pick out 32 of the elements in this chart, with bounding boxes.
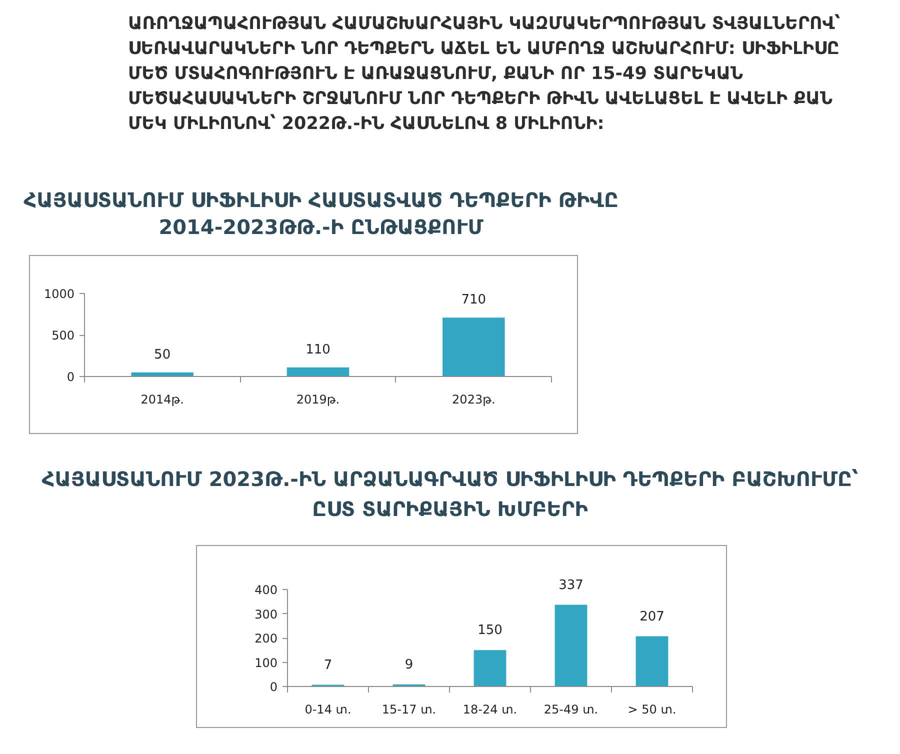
y-tick-label: 100 — [254, 656, 278, 670]
y-tick-label: 1000 — [44, 287, 75, 301]
y-tick-label: 0 — [66, 370, 75, 384]
data-label: 207 — [640, 609, 664, 624]
data-label: 150 — [478, 623, 502, 638]
y-tick-label: 200 — [254, 632, 278, 646]
x-tick-label: 2014թ. — [140, 392, 184, 406]
x-tick-label: 15-17 տ. — [382, 702, 436, 716]
text: ԱՌՈՂՋԱՊԱՀՈՒԹՅԱՆ ՀԱՄԱՇԽԱՐՀԱՅԻՆ ԿԱԶՄԱԿԵՐՊՈՒԹՅԱՆ ՏՎՅԱԼՆԵՐՈՎ՝ ՍԵՌԱՎԱՐԱԿՆԵՐԻ ՆՈՐ ԴԵՊՔԵՐՆ ԱՃԵԼ ԵՆ ԱՄԲՈՂՋ ԱՇԽԱՐՀՈՒՄ: ՍԻՖԻԼԻՍԸ ՄԵԾ ՄՏԱՀՈԳՈՒԹՅՈՒՆ Է ԱՌԱՋԱՑՆՈՒՄ, ՔԱՆԻ ՈՐ 15-49 ՏԱՐԵԿԱՆ ՄԵԾԱՀԱՍԱԿՆԵՐԻ ՇՐՋԱՆՈՒՄ ՆՈՐ ԴԵՊՔԵՐԻ ԹԻՎՆ ԱՎԵԼԱՑԵԼ Է ԱՎԵԼԻ ՔԱՆ ՄԵԿ ՄԻԼԻՈՆՈՎ՝ 2022Թ.-ԻՆ ՀԱՍՆԵԼՈՎ 8 ՄԻԼԻՈՆԻ: — [128, 13, 842, 136]
y-tick-label: 400 — [254, 583, 278, 597]
bar — [442, 318, 505, 376]
y-tick-label: 500 — [52, 328, 74, 342]
x-tick-label: > 50 տ. — [628, 702, 676, 716]
chart-title: ՀԱՅԱՍՏԱՆՈՒՄ ՍԻՖԻԼԻՍԻ ՀԱՍՏԱՏՎԱԾ ԴԵՊՔԵՐԻ ԹԻՎԸ 2014-2023ԹԹ.-Ի ԸՆԹԱՑՔՈՒՄ — [22, 187, 620, 241]
data-label: 7 — [324, 658, 332, 673]
x-tick-label: 25-49 տ. — [544, 702, 598, 716]
y-tick-label: 0 — [270, 680, 278, 694]
data-label: 337 — [558, 578, 584, 593]
x-tick-label: 2019թ. — [296, 392, 340, 406]
chart-title: ՀԱՅԱՍՏԱՆՈՒՄ 2023Թ.-ԻՆ ԱՐՁԱՆԱԳՐՎԱԾ ՍԻՖԻԼԻՍԻ ԴԵՊՔԵՐԻ ԲԱՇԽՈՒՄԸ՝ ԸՍՏ ՏԱՐԻՔԱՅԻՆ ԽՄԲԵՐԻ — [40, 466, 860, 523]
y-tick-label: 300 — [254, 607, 278, 622]
x-tick-label: 18-24 տ. — [462, 702, 518, 716]
bar — [554, 604, 588, 686]
x-tick-label: 2023թ. — [452, 392, 496, 406]
bar — [286, 367, 350, 376]
x-tick-label: 0-14 տ. — [304, 702, 352, 716]
data-label: 50 — [154, 347, 171, 362]
data-label: 9 — [404, 657, 414, 672]
bar — [636, 636, 668, 686]
bar — [474, 650, 506, 686]
data-label: 710 — [461, 292, 486, 308]
data-label: 110 — [306, 342, 330, 358]
